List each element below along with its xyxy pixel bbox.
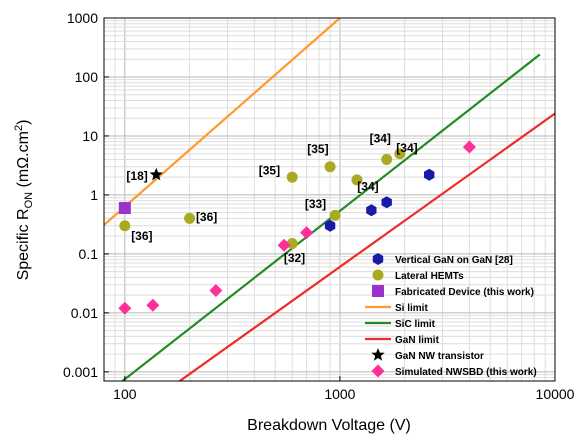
legend-fabricated-device-this-work-swatch — [372, 285, 384, 297]
legend-sic-limit-label: SiC limit — [395, 319, 436, 330]
y-axis-label: Specific RON (mΩ.cm2) — [13, 120, 35, 281]
gan-nw-transistor-point — [149, 167, 163, 181]
lateral-hemts-point — [119, 220, 131, 232]
si-limit-line — [104, 18, 341, 226]
y-tick-label: 0.1 — [79, 246, 99, 262]
y-tick-label: 0.01 — [71, 305, 98, 321]
legend-fabricated-device-this-work-label: Fabricated Device (this work) — [395, 287, 534, 298]
fabricated-device-this-work-point — [118, 202, 131, 215]
simulated-nwsbd-this-work-point — [146, 298, 160, 312]
legend-gan-nw-transistor-label: GaN NW transistor — [395, 351, 484, 362]
annotations: [18] [36] [36] [35] [35] [33] [32] [34] [34] [34] — [126, 132, 417, 265]
reference-label: [34] — [357, 179, 378, 193]
lateral-hemts-point — [381, 153, 393, 165]
grid — [104, 18, 555, 381]
simulated-nwsbd-this-work-point — [277, 238, 291, 252]
x-tick-label: 100 — [113, 386, 137, 402]
lateral-hemts-point — [324, 161, 336, 173]
legend-lateral-hemts-swatch — [372, 269, 384, 281]
lateral-hemts-point — [184, 212, 196, 224]
simulated-nwsbd-this-work-point — [118, 301, 132, 315]
reference-label: [33] — [305, 197, 326, 211]
reference-label: [34] — [370, 132, 391, 146]
vertical-gan-on-gan-28-point — [366, 204, 377, 217]
lateral-hemts-point — [394, 148, 406, 160]
reference-label: [35] — [259, 163, 280, 177]
legend-simulated-nwsbd-this-work-swatch — [371, 364, 385, 378]
plot-background — [104, 18, 555, 381]
reference-label: [34] — [396, 141, 417, 155]
limit-lines — [104, 18, 555, 381]
y-tick-label: 0.001 — [63, 364, 98, 380]
y-tick-label: 100 — [75, 69, 99, 85]
lateral-hemts-point — [329, 209, 341, 221]
simulated-nwsbd-this-work-point — [462, 140, 476, 154]
x-tick-label: 10000 — [536, 386, 575, 402]
y-tick-label: 1 — [90, 187, 98, 203]
legend: Vertical GaN on GaN [28] Lateral HEMTs Fab… — [365, 253, 537, 378]
reference-label: [35] — [307, 142, 328, 156]
vertical-gan-on-gan-28-point — [424, 168, 435, 181]
legend-lateral-hemts-label: Lateral HEMTs — [395, 271, 464, 282]
sic-limit-line — [120, 53, 541, 381]
x-axis-label: Breakdown Voltage (V) — [247, 417, 411, 434]
data-markers — [118, 140, 476, 315]
reference-label: [36] — [131, 229, 152, 243]
reference-label: [36] — [196, 210, 217, 224]
legend-vertical-gan-on-gan-28-label: Vertical GaN on GaN [28] — [395, 255, 513, 266]
legend-si-limit-label: Si limit — [395, 303, 428, 314]
vertical-gan-on-gan-28-point — [324, 219, 336, 232]
lateral-hemts-point — [286, 171, 298, 183]
lateral-hemts-point — [351, 174, 363, 186]
legend-gan-nw-transistor-swatch — [371, 348, 385, 361]
legend-gan-limit-label: GaN limit — [395, 335, 440, 346]
reference-label: [18] — [126, 169, 147, 183]
reference-label: [32] — [284, 251, 305, 265]
x-tick-label: 1000 — [324, 386, 355, 402]
y-tick-label: 10 — [82, 128, 98, 144]
legend-vertical-gan-on-gan-28-swatch — [372, 253, 384, 265]
axis-ticks: 100 1000 10000 0.001 0.01 0.1 1 10 100 1000 — [63, 10, 575, 402]
vertical-gan-on-gan-28-point — [381, 196, 392, 209]
plot-frame — [103, 17, 556, 382]
simulated-nwsbd-this-work-point — [300, 226, 314, 240]
simulated-nwsbd-this-work-point — [209, 283, 223, 297]
gan-limit-line — [177, 112, 555, 381]
legend-simulated-nwsbd-this-work-label: Simulated NWSBD (this work) — [395, 367, 537, 378]
y-tick-label: 1000 — [67, 10, 98, 26]
